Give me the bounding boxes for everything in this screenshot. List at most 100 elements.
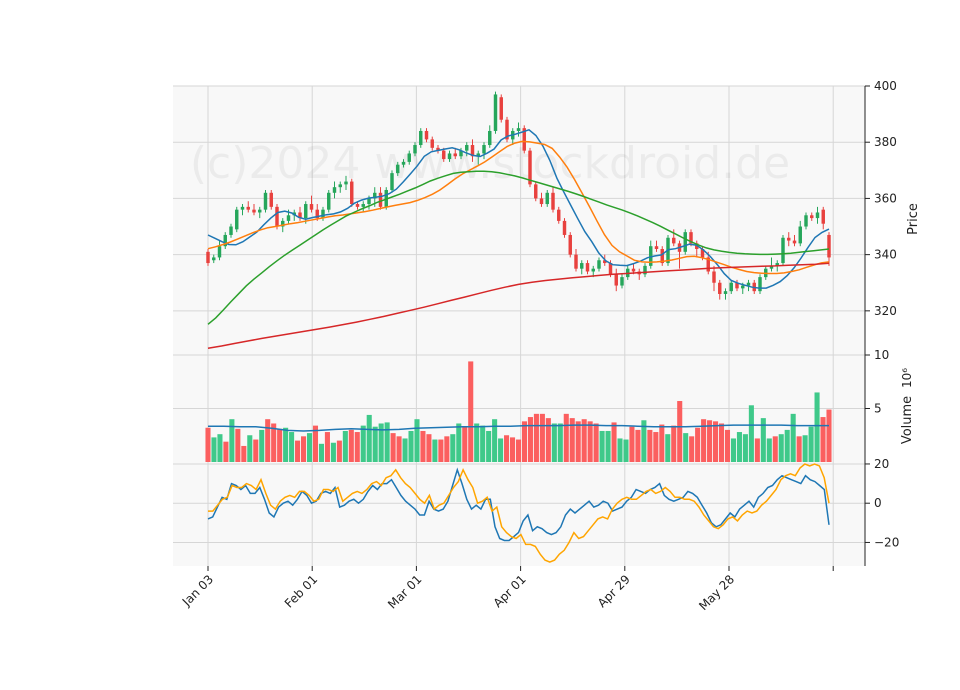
volume-bar	[504, 435, 510, 462]
volume-bars	[205, 361, 832, 462]
candle-body	[516, 128, 521, 131]
volume-bar	[826, 409, 832, 462]
volume-bar	[289, 432, 295, 462]
candle-body	[551, 192, 555, 210]
volume-bar	[713, 421, 719, 462]
volume-bar	[748, 405, 754, 462]
candle-body	[407, 153, 411, 162]
oscillator-line-1	[207, 467, 830, 542]
candle-body	[534, 184, 538, 199]
candle-body	[562, 220, 567, 235]
volume-tick-label: 10	[874, 348, 889, 362]
candle-body	[246, 206, 250, 210]
moving-average-line-3	[207, 170, 830, 325]
candle-body	[585, 263, 590, 272]
candle-body	[545, 192, 549, 205]
moving-average-line-2	[207, 140, 830, 275]
price-tick-label: 320	[874, 304, 897, 318]
candle-body	[309, 204, 314, 210]
candle-body	[482, 145, 486, 154]
volume-bar	[247, 435, 253, 462]
x-tick-label: Feb 01	[282, 572, 320, 610]
volume-bar	[796, 436, 802, 462]
candle-body	[787, 237, 791, 241]
candle-body	[419, 130, 423, 146]
candle-body	[235, 209, 239, 230]
candle-body	[643, 265, 647, 275]
x-tick-label: Jan 03	[179, 572, 216, 609]
x-tick-label: May 28	[696, 572, 737, 613]
volume-bar	[354, 432, 360, 462]
volume-bar	[306, 433, 313, 462]
volume-bar	[772, 436, 778, 462]
volume-bar	[635, 429, 641, 462]
volume-bar	[742, 434, 748, 462]
candle-body	[683, 232, 687, 252]
volume-bar	[402, 438, 408, 462]
candle-body	[810, 215, 814, 219]
volume-average-polyline	[208, 424, 829, 432]
volume-bar	[515, 439, 522, 462]
axes	[207, 85, 870, 571]
volume-bar	[659, 424, 665, 462]
candle-body	[528, 150, 532, 185]
volume-bar	[486, 430, 492, 462]
volume-bar	[235, 428, 241, 462]
candle-body	[614, 274, 618, 286]
volume-bar	[450, 434, 456, 462]
volume-bar	[271, 423, 277, 462]
volume-bar	[265, 419, 271, 462]
candle-body	[332, 187, 337, 193]
volume-bar	[223, 441, 229, 462]
volume-bar	[587, 421, 593, 462]
candle-body	[355, 204, 360, 207]
candle-body	[413, 145, 417, 154]
candle-body	[591, 268, 595, 272]
candle-body	[361, 204, 365, 207]
volume-bar	[563, 413, 569, 462]
candle-body	[649, 246, 653, 266]
volume-bar	[653, 432, 659, 462]
volume-bar	[718, 423, 725, 462]
volume-bar	[360, 425, 366, 462]
candle-body	[689, 232, 693, 244]
volume-bar	[366, 414, 372, 462]
candle-body	[390, 173, 394, 190]
candle-body	[447, 153, 452, 160]
price-axis-title: Price	[906, 203, 921, 235]
candle-body	[229, 226, 233, 235]
candle-body	[367, 198, 371, 205]
volume-bar	[295, 440, 301, 462]
candle-body	[522, 128, 526, 151]
volume-bar	[623, 439, 629, 462]
volume-bar	[689, 436, 695, 462]
candle-body	[597, 260, 601, 269]
volume-bar	[605, 430, 611, 462]
volume-bar	[462, 426, 468, 462]
volume-bar	[348, 429, 354, 462]
x-tick-label: Apr 01	[491, 572, 529, 610]
volume-bar	[342, 430, 348, 462]
volume-axis-exponent: 10⁶	[900, 368, 914, 388]
oscillator-tick-label: −20	[874, 535, 899, 549]
candle-body	[206, 251, 210, 264]
candle-body	[258, 209, 262, 213]
volume-bar	[724, 429, 731, 462]
moving-average-lines	[207, 128, 830, 349]
oscillator-line-2	[208, 463, 830, 563]
volume-bar	[814, 392, 820, 462]
oscillator-lines	[207, 463, 830, 563]
moving-average-line-4	[207, 262, 830, 349]
volume-bar	[509, 437, 516, 462]
volume-bar	[438, 439, 444, 462]
volume-bar	[324, 432, 330, 462]
volume-bar	[312, 425, 319, 462]
candle-body	[493, 94, 498, 131]
volume-bar	[217, 434, 223, 462]
candle-body	[706, 257, 710, 272]
candle-body	[758, 277, 762, 292]
volume-bar	[551, 423, 557, 462]
volume-bar	[330, 442, 336, 462]
volume-bar	[211, 437, 217, 462]
volume-bar	[521, 421, 528, 462]
